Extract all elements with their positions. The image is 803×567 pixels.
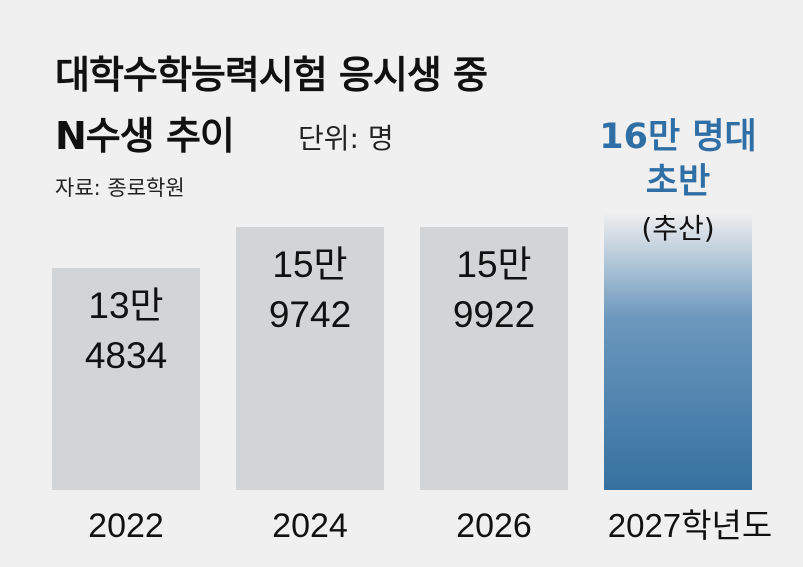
- bar-2026: [420, 227, 568, 490]
- bar-2024: [236, 227, 384, 490]
- x-tick-label: 2022: [88, 507, 164, 545]
- chart-title-line-2: N수생 추이: [55, 114, 235, 158]
- highlight-data-label: 초반: [646, 162, 710, 202]
- data-label: 4834: [85, 335, 167, 376]
- data-label: 15만: [272, 244, 347, 285]
- unit-label: 단위: 명: [298, 122, 394, 155]
- source-label: 자료: 종로학원: [55, 176, 185, 200]
- data-label: 13만: [88, 285, 163, 326]
- chart-title-line-1: 대학수학능력시험 응시생 중: [55, 53, 488, 97]
- data-label: 15만: [456, 244, 531, 285]
- data-label: 9742: [269, 294, 351, 335]
- estimate-note: (추산): [641, 212, 714, 245]
- x-tick-label: 2024: [272, 507, 348, 545]
- bar-2027학년도: [604, 212, 752, 490]
- data-label: 9922: [453, 294, 535, 335]
- highlight-data-label: 16만 명대: [599, 117, 757, 157]
- x-tick-label: 2027학년도: [608, 507, 773, 544]
- bar-2022: [52, 268, 200, 490]
- x-tick-label: 2026: [456, 507, 532, 545]
